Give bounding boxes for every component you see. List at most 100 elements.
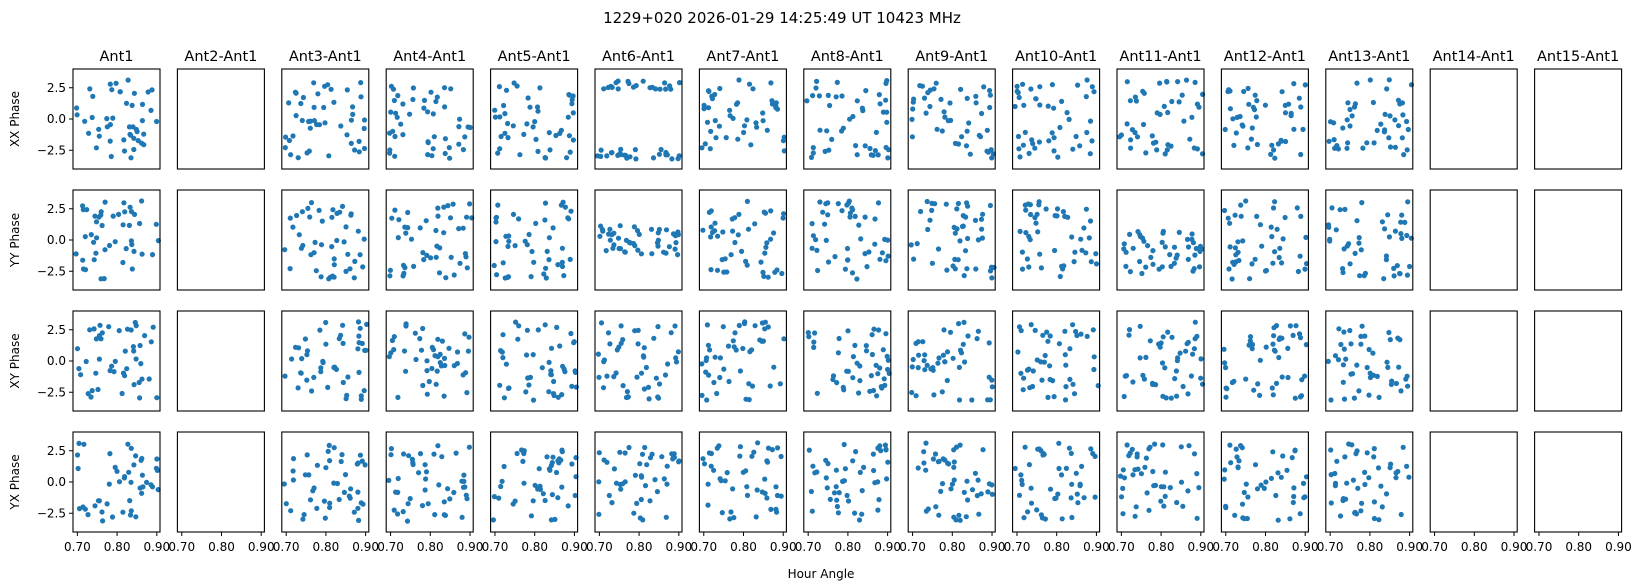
data-point <box>722 256 728 262</box>
data-point <box>337 209 343 215</box>
data-point <box>809 221 815 227</box>
data-point <box>1138 471 1144 477</box>
data-point <box>617 449 623 455</box>
subplot-ant5-ant1-yy <box>490 189 579 291</box>
data-point <box>417 225 423 231</box>
data-point <box>781 148 787 154</box>
x-axis-label: Hour Angle <box>788 567 855 581</box>
y-tick-label: 2.5 <box>47 444 66 458</box>
data-point <box>355 505 361 511</box>
data-point <box>1405 199 1411 205</box>
data-point <box>1299 377 1305 383</box>
x-tick-label: 0.90 <box>874 540 901 554</box>
data-point <box>768 80 774 86</box>
data-point <box>498 133 504 140</box>
data-point <box>356 517 362 524</box>
data-point <box>1172 376 1178 382</box>
data-point <box>1070 381 1076 387</box>
data-point <box>149 484 156 490</box>
data-point <box>304 377 310 383</box>
data-point <box>311 118 317 124</box>
data-point <box>635 247 641 253</box>
data-point <box>554 324 560 330</box>
data-point <box>329 214 335 220</box>
data-point <box>304 150 310 156</box>
axes-frame <box>281 68 370 170</box>
data-point <box>646 396 652 402</box>
data-point <box>1012 465 1018 472</box>
data-point <box>876 327 882 333</box>
data-point <box>673 359 680 365</box>
data-point <box>834 79 840 85</box>
subplot-ant2-ant1-yx: 0.70 0.80 0.90 <box>168 431 275 554</box>
data-point <box>911 256 917 262</box>
data-point <box>288 152 294 158</box>
data-point <box>500 260 506 266</box>
data-point <box>89 388 95 394</box>
y-tick-label: 0.0 <box>47 112 66 126</box>
data-point <box>1247 334 1254 340</box>
data-point <box>654 489 661 495</box>
data-point <box>605 330 612 336</box>
data-point <box>941 109 947 115</box>
data-point <box>451 489 457 496</box>
data-point <box>1043 206 1049 212</box>
data-point <box>847 210 854 216</box>
data-point <box>283 501 289 507</box>
data-point <box>522 238 528 244</box>
data-point <box>934 126 940 132</box>
data-point <box>515 336 521 342</box>
data-point <box>104 501 110 507</box>
data-point <box>1070 146 1076 152</box>
data-point <box>543 155 549 161</box>
data-point <box>124 366 130 372</box>
data-point <box>1062 352 1068 358</box>
axes-frame <box>176 68 265 170</box>
axes-frame <box>490 189 579 291</box>
data-point <box>1227 106 1233 112</box>
data-point <box>1284 467 1290 473</box>
data-point <box>420 382 426 389</box>
data-point <box>1016 94 1022 101</box>
data-point <box>873 129 880 135</box>
data-point <box>842 466 849 472</box>
data-point <box>655 230 661 236</box>
data-point <box>781 211 787 217</box>
data-point <box>986 481 993 487</box>
data-point <box>126 222 132 228</box>
data-point <box>975 237 982 243</box>
data-point <box>113 80 119 86</box>
data-point <box>1126 332 1132 338</box>
data-point <box>845 368 852 374</box>
data-point <box>1250 104 1256 110</box>
data-point <box>464 265 470 271</box>
data-point <box>459 478 465 484</box>
data-point <box>313 268 319 274</box>
subplot-ant2-ant1-xy <box>176 310 265 412</box>
data-point <box>331 274 337 280</box>
data-point <box>318 274 324 280</box>
data-point <box>357 325 363 331</box>
data-point <box>727 113 733 119</box>
data-point <box>1168 263 1174 269</box>
data-point <box>1376 394 1382 400</box>
data-point <box>1156 341 1162 347</box>
data-point <box>1301 495 1307 501</box>
data-point <box>951 459 957 465</box>
data-point <box>1343 356 1349 362</box>
data-point <box>618 152 624 158</box>
data-point <box>344 132 350 138</box>
data-point <box>137 485 143 491</box>
data-point <box>501 463 507 470</box>
axes-frame <box>1012 68 1101 170</box>
data-point <box>1331 137 1337 143</box>
data-point <box>106 324 112 330</box>
data-point <box>743 468 749 474</box>
data-point <box>421 257 427 263</box>
data-point <box>1167 252 1173 258</box>
data-point <box>1120 511 1126 517</box>
data-point <box>315 91 321 97</box>
subplot-ant3-ant1-xy <box>281 310 370 412</box>
data-point <box>295 385 301 391</box>
data-point <box>318 242 325 248</box>
